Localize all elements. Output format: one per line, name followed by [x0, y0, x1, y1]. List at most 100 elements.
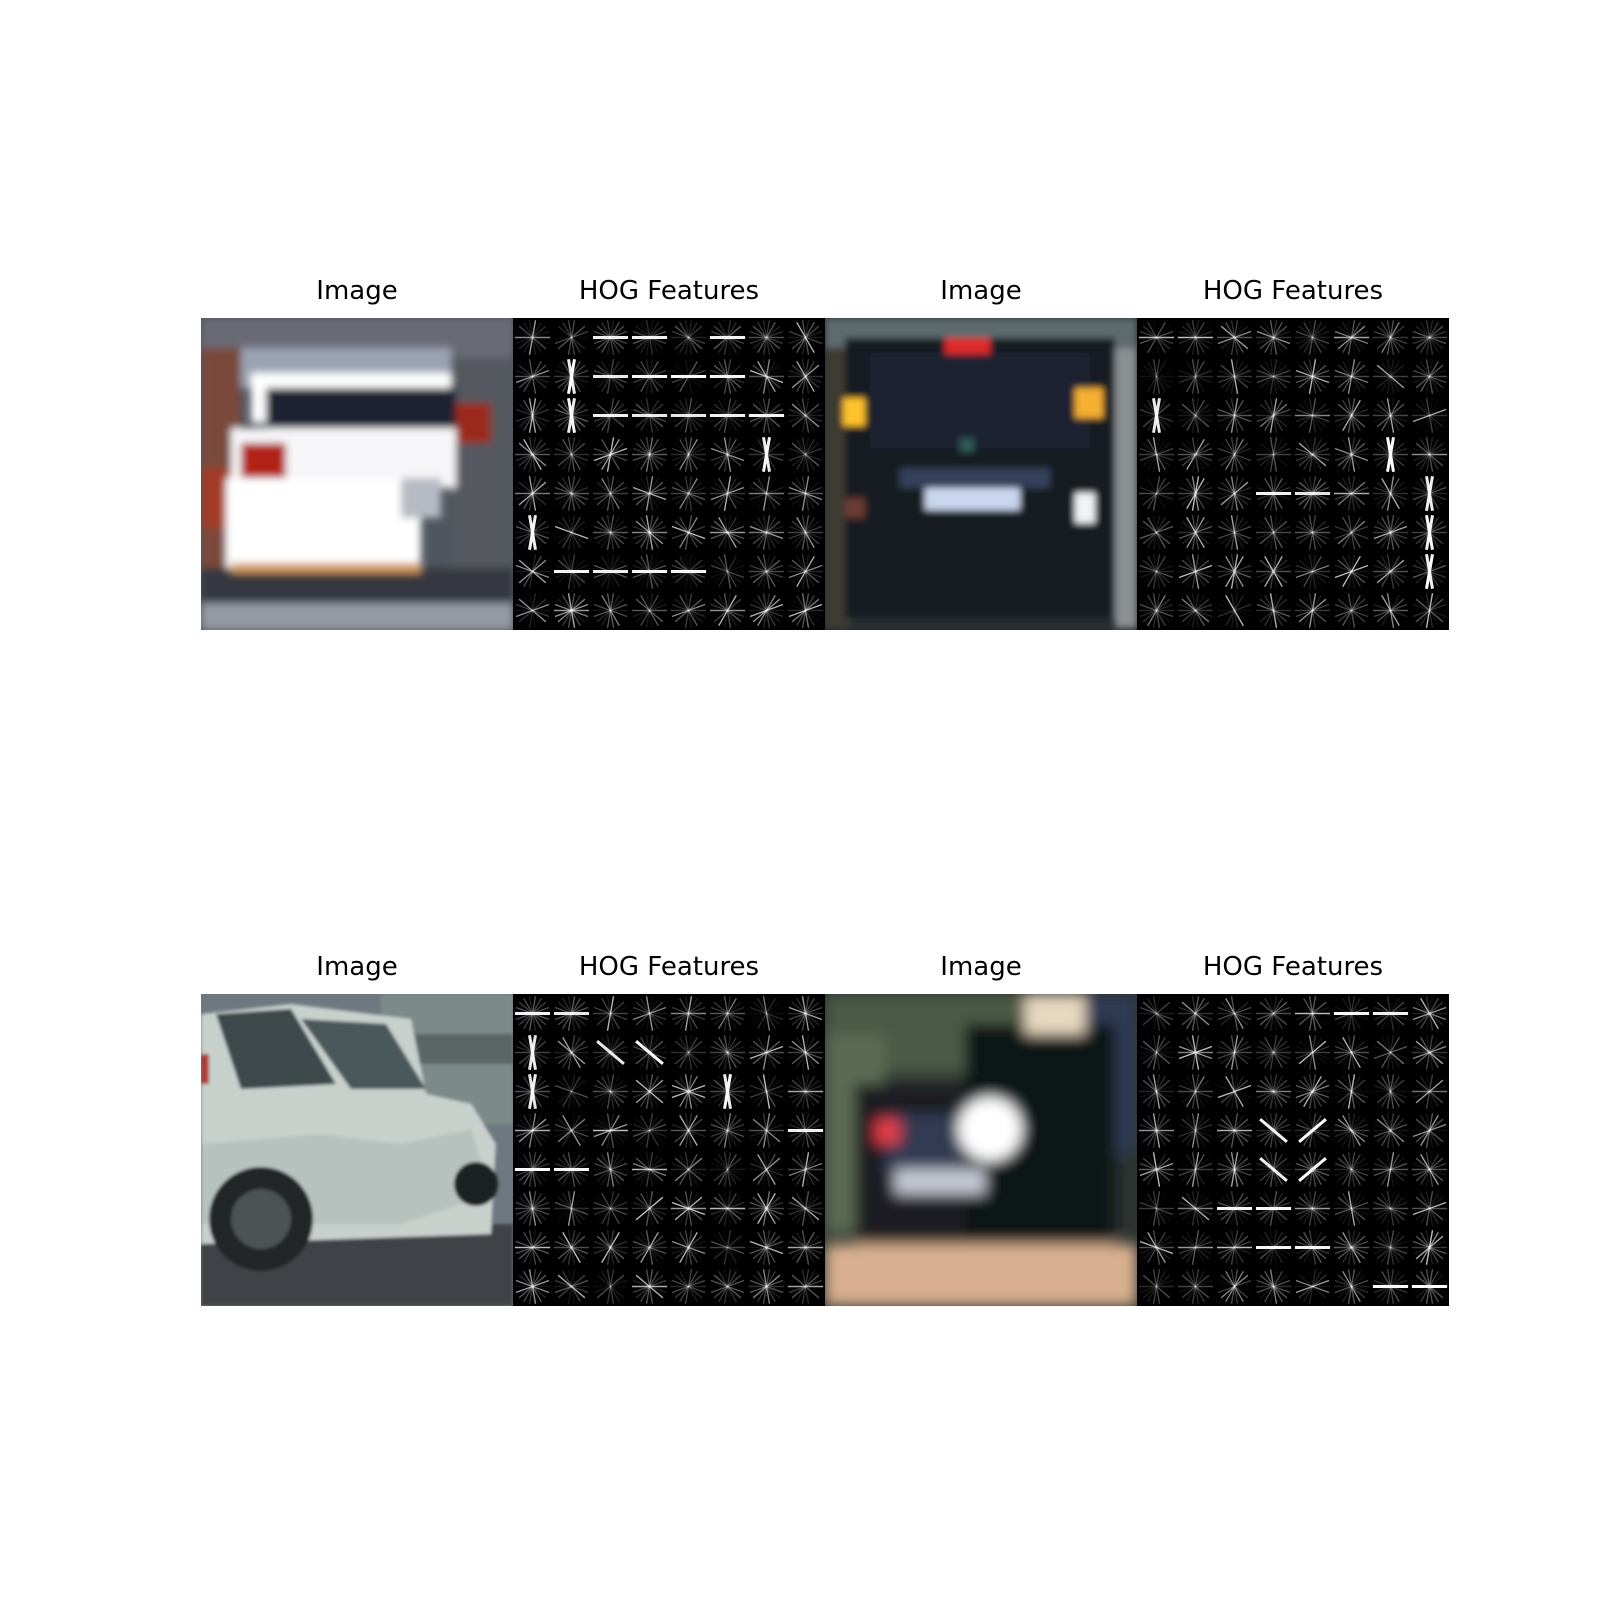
hog-gradient-stroke — [1376, 1040, 1405, 1065]
hog-gradient-stroke — [1142, 598, 1171, 623]
hog-gradient-stroke — [710, 564, 745, 579]
hog-gradient-stroke — [1347, 515, 1356, 550]
hog-gradient-stroke — [1308, 476, 1317, 511]
hog-panel — [1137, 318, 1449, 630]
hog-gradient-stroke — [801, 1074, 810, 1109]
hog-gradient-stroke — [1337, 403, 1366, 428]
hog-gradient-stroke — [593, 330, 628, 345]
hog-gradient-stroke — [593, 1279, 628, 1294]
hog-gradient-stroke — [1342, 1231, 1361, 1264]
hog-gradient-stroke — [596, 1079, 625, 1104]
hog-gradient-stroke — [1191, 996, 1200, 1031]
hog-gradient-stroke — [679, 1114, 698, 1147]
hog-gradient-stroke — [1386, 1152, 1395, 1187]
hog-gradient-stroke — [1342, 516, 1361, 549]
hog-gradient-stroke — [1256, 408, 1291, 423]
hog-gradient-stroke — [801, 515, 810, 550]
hog-gradient-stroke — [601, 594, 620, 627]
hog-gradient-stroke — [1334, 564, 1369, 579]
hog-gradient-stroke — [1152, 515, 1161, 550]
hog-gradient-stroke — [554, 447, 589, 462]
hog-gradient-stroke — [1303, 1231, 1322, 1264]
hog-gradient-stroke — [528, 514, 537, 551]
hog-gradient-stroke — [713, 1274, 742, 1299]
hog-gradient-stroke — [1139, 486, 1174, 501]
hog-gradient-stroke — [1230, 1191, 1239, 1226]
hog-gradient-stroke — [518, 442, 547, 467]
hog-gradient-stroke — [1303, 399, 1322, 432]
hog-gradient-stroke — [801, 1152, 810, 1187]
hog-gradient-stroke — [1298, 1157, 1327, 1182]
hog-gradient-stroke — [1337, 481, 1366, 506]
hog-gradient-stroke — [1347, 996, 1356, 1031]
hog-gradient-stroke — [762, 554, 771, 589]
hog-gradient-stroke — [557, 442, 586, 467]
hog-gradient-stroke — [606, 515, 615, 550]
hog-gradient-stroke — [567, 1269, 576, 1304]
hog-gradient-stroke — [515, 486, 550, 501]
hog-gradient-stroke — [1386, 996, 1395, 1031]
hog-gradient-stroke — [635, 403, 664, 428]
hog-gradient-stroke — [1347, 1230, 1356, 1265]
hog-gradient-stroke — [752, 1157, 781, 1182]
hog-gradient-stroke — [1308, 437, 1317, 472]
hog-gradient-stroke — [791, 1235, 820, 1260]
hog-gradient-stroke — [1264, 1114, 1283, 1147]
hog-gradient-stroke — [718, 438, 737, 471]
hog-gradient-stroke — [757, 477, 776, 510]
hog-gradient-stroke — [640, 477, 659, 510]
hog-gradient-stroke — [1334, 486, 1369, 501]
hog-gradient-stroke — [1298, 1001, 1327, 1026]
hog-gradient-stroke — [1386, 1230, 1395, 1265]
hog-panel — [513, 994, 825, 1306]
hog-gradient-stroke — [554, 1084, 589, 1099]
hog-gradient-stroke — [1337, 364, 1366, 389]
hog-gradient-stroke — [635, 559, 664, 584]
hog-gradient-stroke — [1373, 1045, 1408, 1060]
hog-gradient-stroke — [1186, 360, 1205, 393]
hog-gradient-stroke — [1308, 359, 1317, 394]
hog-gradient-stroke — [1342, 997, 1361, 1030]
hog-gradient-stroke — [640, 438, 659, 471]
hog-gradient-stroke — [674, 1274, 703, 1299]
hog-gradient-stroke — [1181, 1274, 1210, 1299]
hog-gradient-stroke — [801, 320, 810, 355]
hog-gradient-stroke — [671, 1240, 706, 1255]
hog-gradient-stroke — [1347, 437, 1356, 472]
hog-gradient-stroke — [1381, 594, 1400, 627]
hog-gradient-stroke — [1220, 1235, 1249, 1260]
hog-gradient-stroke — [606, 593, 615, 628]
hog-gradient-stroke — [1269, 515, 1278, 550]
hog-gradient-stroke — [1420, 1153, 1439, 1186]
hog-gradient-stroke — [562, 997, 581, 1030]
hog-gradient-stroke — [601, 477, 620, 510]
hog-gradient-stroke — [713, 403, 742, 428]
hog-gradient-stroke — [1217, 1240, 1252, 1255]
hog-gradient-stroke — [723, 1269, 732, 1304]
hog-gradient-stroke — [645, 593, 654, 628]
hog-gradient-stroke — [1412, 408, 1447, 423]
hog-gradient-stroke — [567, 476, 576, 511]
hog-gradient-stroke — [640, 1036, 659, 1069]
hog-gradient-stroke — [1152, 359, 1161, 394]
hog-gradient-stroke — [632, 486, 667, 501]
hog-gradient-stroke — [596, 1157, 625, 1182]
hog-gradient-stroke — [1420, 477, 1439, 510]
hog-gradient-stroke — [1178, 1279, 1213, 1294]
hog-gradient-stroke — [791, 325, 820, 350]
hog-gradient-stroke — [606, 1152, 615, 1187]
hog-gradient-stroke — [1342, 1114, 1361, 1147]
hog-gradient-stroke — [1337, 325, 1366, 350]
hog-gradient-stroke — [1295, 564, 1330, 579]
hog-gradient-stroke — [1303, 1192, 1322, 1225]
hog-gradient-stroke — [723, 359, 732, 394]
hog-gradient-stroke — [1147, 1114, 1166, 1147]
hog-gradient-stroke — [1347, 1191, 1356, 1226]
hog-gradient-stroke — [749, 603, 784, 618]
hog-gradient-stroke — [1230, 593, 1239, 628]
hog-gradient-stroke — [674, 559, 703, 584]
hog-gradient-stroke — [1334, 1084, 1369, 1099]
hog-gradient-stroke — [710, 1006, 745, 1021]
hog-gradient-stroke — [567, 1113, 576, 1148]
hog-gradient-stroke — [523, 1036, 542, 1069]
